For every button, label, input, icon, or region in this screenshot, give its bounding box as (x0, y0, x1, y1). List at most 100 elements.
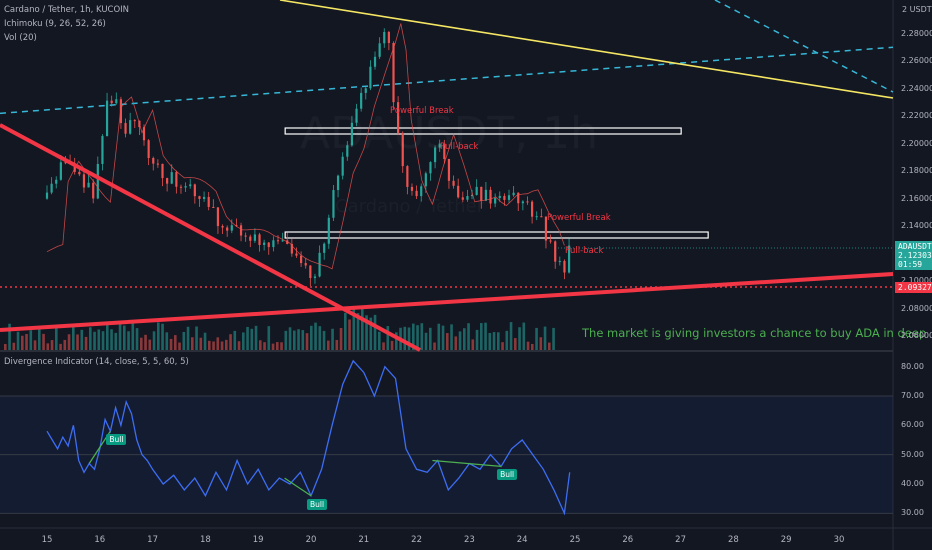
candle-body (494, 198, 497, 204)
time-tick-label: 18 (199, 535, 211, 545)
candle-body (253, 234, 256, 241)
time-tick-label: 28 (727, 535, 739, 545)
candle-body (313, 276, 317, 279)
candle-body (263, 242, 266, 245)
volume-label[interactable]: Vol (20) (4, 33, 37, 43)
ichimoku-line (46, 23, 565, 270)
candle-body (323, 243, 326, 253)
volume-bar (131, 322, 135, 350)
volume-bar (484, 322, 487, 350)
candle-body (498, 195, 501, 199)
candle-body (175, 172, 178, 187)
volume-bar (84, 336, 88, 350)
candle-body (387, 32, 390, 43)
volume-bar (4, 344, 7, 350)
candle-body (544, 216, 548, 241)
volume-bar (250, 328, 254, 350)
candle-body (142, 127, 146, 141)
volume-bar (114, 332, 118, 350)
volume-bar (233, 330, 237, 350)
time-tick-label: 16 (94, 535, 106, 545)
volume-bar (403, 326, 407, 350)
candle-body (300, 255, 303, 264)
volume-bar (254, 325, 258, 350)
volume-bar (539, 337, 543, 350)
candle-body (535, 216, 538, 218)
ichimoku-label[interactable]: Ichimoku (9, 26, 52, 26) (4, 19, 106, 29)
candle-body (383, 32, 386, 44)
candle-body (147, 140, 150, 159)
candle-body (466, 196, 469, 200)
candle-body (438, 143, 441, 148)
candle-body (87, 182, 90, 188)
candle-body (433, 147, 437, 163)
volume-bar (284, 330, 288, 350)
volume-bar (101, 331, 105, 350)
price-tick-label: 2.260000 (901, 56, 932, 66)
volume-bar (552, 327, 555, 350)
volume-bar (437, 323, 441, 350)
volume-bar (21, 335, 24, 350)
divergence-line (284, 477, 312, 497)
volume-bar (531, 343, 534, 350)
volume-bar (518, 327, 521, 350)
candle-body (281, 240, 284, 242)
time-tick-label: 25 (569, 535, 581, 545)
volume-bar (29, 330, 33, 350)
volume-bar (322, 330, 326, 350)
volume-bar (522, 322, 526, 350)
volume-bar (480, 323, 483, 350)
time-tick-label: 19 (252, 535, 264, 545)
price-tick-label: 2.180000 (901, 166, 932, 176)
candle-body (517, 192, 520, 204)
volume-bar (386, 326, 390, 350)
candle-body (429, 162, 432, 174)
candle-body (378, 43, 381, 57)
volume-bar (378, 331, 381, 350)
volume-bar (178, 342, 181, 350)
candle-body (470, 194, 474, 197)
price-tick-label: 2.200000 (901, 138, 932, 148)
indicator-tick-label: 70.00 (901, 391, 924, 400)
volume-bar (165, 332, 169, 350)
candle-body (119, 99, 123, 124)
volume-bar (33, 340, 37, 350)
candle-body (447, 159, 451, 181)
volume-bar (186, 326, 190, 350)
range-box-2 (284, 231, 709, 239)
candle-body (461, 197, 464, 200)
candle-body (133, 120, 136, 122)
volume-bar (327, 340, 330, 350)
volume-bar (454, 336, 458, 350)
candle-body (531, 201, 534, 217)
volume-bar (467, 323, 470, 350)
volume-bar (356, 313, 360, 350)
candle-body (512, 192, 515, 196)
volume-bar (344, 312, 347, 350)
indicator-tick-label: 60.00 (901, 420, 924, 430)
candle-body (373, 56, 377, 67)
candle-body (82, 174, 86, 188)
volume-bar (458, 331, 462, 350)
candle-body (96, 163, 99, 199)
bull-marker: Bull (106, 434, 127, 446)
volume-bar (339, 328, 343, 350)
volume-bar (174, 335, 177, 350)
candle-body (567, 245, 571, 273)
volume-bar (416, 325, 419, 350)
price-tick-label: 2.160000 (901, 193, 932, 203)
candle-body (540, 216, 543, 218)
candle-body (420, 186, 423, 197)
candle-body (129, 120, 132, 134)
candle-body (272, 240, 275, 248)
countdown-tag: 01:59 (895, 259, 932, 270)
time-tick-label: 26 (622, 535, 634, 545)
volume-bar (93, 331, 96, 350)
candle-body (193, 184, 196, 197)
candle-body (73, 163, 76, 172)
price-tick-label: 2.140000 (901, 221, 932, 231)
indicator-label[interactable]: Divergence Indicator (14, close, 5, 5, 6… (4, 357, 189, 367)
volume-bar (463, 328, 466, 350)
volume-bar (110, 329, 113, 350)
